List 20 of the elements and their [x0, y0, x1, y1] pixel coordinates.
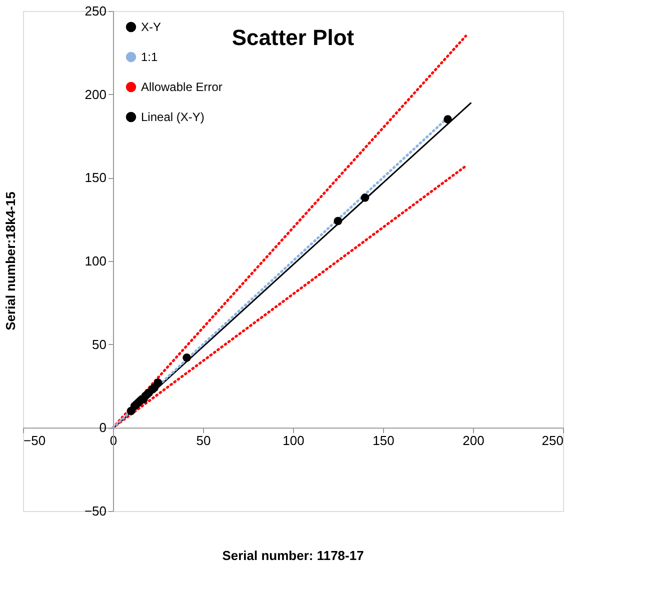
- legend-label: 1:1: [141, 50, 158, 64]
- y-tick-label: 200: [84, 86, 106, 102]
- y-tick-label: 250: [84, 4, 106, 18]
- x-tick-label: 150: [372, 433, 394, 448]
- x-tick-label: 200: [462, 433, 484, 448]
- y-tick-label: 150: [84, 170, 106, 186]
- y-tick-label: 100: [84, 254, 106, 268]
- y-tick-label: 50: [92, 336, 106, 352]
- x-tick-label: 50: [196, 433, 211, 448]
- legend-label: Lineal (X-Y): [141, 110, 204, 124]
- x-tick-label: −50: [24, 433, 46, 448]
- x-tick-label: 100: [282, 433, 304, 448]
- x-axis-title: Serial number: 1178-17: [222, 548, 364, 563]
- y-tick-label: 0: [99, 420, 106, 436]
- x-tick-label: 250: [542, 433, 564, 448]
- y-axis-title: Serial number:18k4-15: [3, 192, 18, 330]
- text: Scatter Plot: [232, 25, 355, 50]
- y-tick-label: −50: [84, 504, 106, 518]
- legend-label: X-Y: [141, 20, 162, 34]
- legend-label: Allowable Error: [141, 80, 222, 94]
